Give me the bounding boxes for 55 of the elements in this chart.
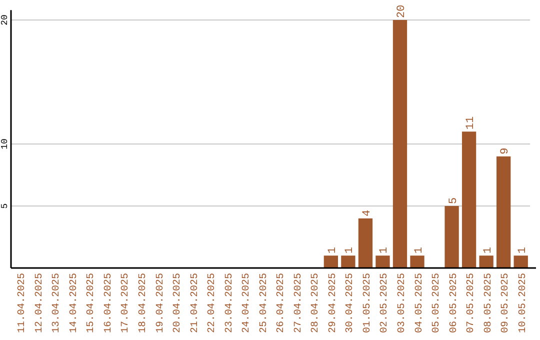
x-tick-label: 30.04.2025	[345, 273, 356, 334]
data-label: 1	[516, 246, 529, 254]
data-label: 1	[344, 246, 356, 254]
x-tick-label: 03.05.2025	[396, 273, 408, 334]
y-tick-label: 10	[0, 138, 10, 150]
x-tick-label: 29.04.2025	[328, 273, 339, 334]
data-label: 20	[396, 4, 408, 18]
data-label: 1	[482, 246, 494, 254]
y-tick-label: 20	[0, 14, 10, 26]
bar	[324, 256, 338, 268]
x-tick-label: 16.04.2025	[103, 273, 114, 334]
x-tick-label: 17.04.2025	[120, 273, 132, 334]
data-label: 9	[500, 148, 512, 154]
x-tick-label: 09.05.2025	[500, 273, 512, 334]
bar	[410, 256, 424, 268]
bar	[392, 20, 408, 268]
x-tick-label: 21.04.2025	[190, 273, 201, 334]
x-tick-label: 19.04.2025	[155, 273, 166, 334]
x-tick-label: 14.04.2025	[68, 273, 80, 334]
x-tick-label: 07.05.2025	[466, 273, 478, 334]
data-label: 1	[413, 246, 426, 254]
x-tick-label: 18.04.2025	[138, 273, 150, 334]
bar	[376, 256, 390, 268]
x-tick-label: 26.04.2025	[276, 273, 288, 334]
x-tick-label: 24.04.2025	[242, 273, 253, 334]
x-tick-label: 04.05.2025	[414, 273, 426, 334]
bar	[496, 156, 511, 268]
data-label: 5	[448, 197, 460, 204]
bar	[479, 256, 494, 268]
bar	[444, 206, 459, 268]
x-tick-label: 08.05.2025	[483, 273, 494, 334]
data-label: 11	[465, 116, 478, 130]
bar	[341, 256, 356, 268]
data-label: 1	[326, 246, 339, 254]
x-tick-label: 15.04.2025	[86, 273, 98, 334]
x-tick-label: 22.04.2025	[207, 273, 218, 334]
x-tick-label: 25.04.2025	[258, 273, 270, 334]
x-tick-label: 05.05.2025	[432, 273, 443, 334]
x-tick-label: 01.05.2025	[362, 273, 374, 334]
x-tick-label: 11.04.2025	[17, 273, 28, 334]
data-label: 4	[361, 209, 374, 216]
bar	[358, 218, 373, 268]
x-tick-label: 12.04.2025	[34, 273, 46, 334]
y-tick-label: 5	[0, 203, 10, 209]
x-tick-label: 06.05.2025	[448, 273, 460, 334]
x-tick-label: 02.05.2025	[380, 273, 391, 334]
x-tick-label: 10.05.2025	[518, 273, 529, 334]
x-tick-label: 13.04.2025	[52, 273, 63, 334]
x-tick-label: 23.04.2025	[224, 273, 236, 334]
bar	[514, 256, 528, 268]
bar	[462, 132, 476, 268]
x-tick-label: 20.04.2025	[172, 273, 184, 334]
x-tick-label: 28.04.2025	[310, 273, 322, 334]
x-tick-label: 27.04.2025	[293, 273, 304, 334]
data-label: 1	[378, 246, 391, 254]
